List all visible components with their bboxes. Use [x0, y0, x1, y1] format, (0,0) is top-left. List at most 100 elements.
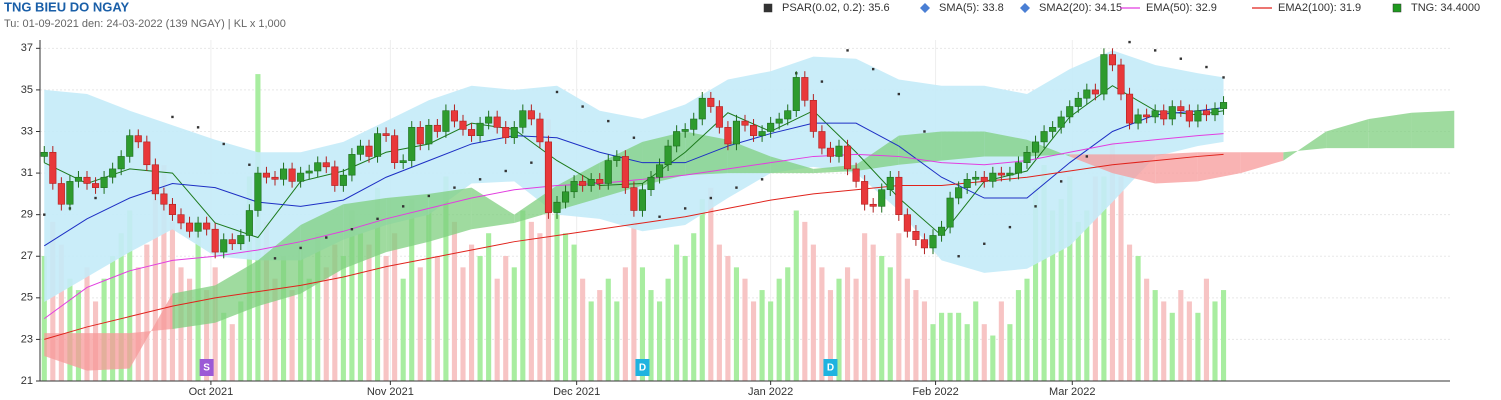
volume-bar [759, 290, 765, 381]
candle-body [373, 133, 382, 157]
candle-body [655, 164, 664, 178]
volume-bar [1195, 312, 1201, 381]
psar-dot [632, 136, 636, 139]
legend-marker [763, 3, 773, 13]
volume-bar [443, 176, 449, 381]
volume-bar [956, 312, 962, 381]
psar-dot [607, 119, 610, 123]
candle-body [228, 239, 236, 245]
candle-body [40, 151, 48, 157]
volume-bar [238, 301, 244, 381]
psar-dot [897, 92, 901, 96]
psar-dot [325, 236, 328, 239]
volume-bar [332, 244, 338, 381]
cloud-segment [257, 225, 301, 307]
candle-body [134, 135, 142, 143]
volume-bar [1161, 301, 1167, 381]
candle-body [331, 166, 339, 186]
candle-body [963, 179, 971, 188]
candle-body [49, 151, 57, 184]
psar-dot [846, 49, 849, 52]
volume-bar [272, 278, 278, 381]
volume-bar [1024, 278, 1030, 381]
volume-bar [468, 244, 475, 381]
volume-bar [913, 290, 919, 381]
y-tick-label: 37 [21, 42, 33, 54]
psar-dot [983, 242, 986, 245]
psar-dot [1034, 205, 1037, 208]
signal-badge [635, 359, 650, 376]
candle-body [715, 106, 723, 128]
volume-bar [349, 210, 355, 381]
volume-bar [528, 221, 534, 381]
volume-bar [1144, 278, 1150, 381]
volume-bar [716, 244, 722, 381]
volume-bar [1007, 324, 1013, 381]
candle-body [485, 116, 493, 124]
candle-body [553, 201, 561, 213]
volume-bar [631, 221, 637, 381]
candle-body [570, 181, 578, 193]
candle-body [946, 197, 954, 228]
volume-bar [1058, 199, 1064, 381]
candle-body [476, 122, 484, 136]
candle-body [1023, 151, 1031, 163]
volume-bar [118, 233, 124, 381]
candle-body [1143, 114, 1151, 118]
signal-label: D [827, 363, 834, 374]
legend-marker [920, 3, 930, 13]
volume-bar [477, 255, 483, 381]
candle-body [1049, 127, 1057, 132]
volume-bar [571, 244, 577, 381]
x-tick-label: Dec 2021 [553, 386, 600, 398]
psar-dot [683, 207, 687, 210]
candle-body [724, 127, 732, 145]
candle-body [1151, 110, 1159, 118]
volume-bar [682, 255, 688, 381]
candle-body [613, 156, 621, 161]
volume-bar [699, 199, 705, 381]
psar-dot [299, 246, 302, 250]
psar-dot [171, 115, 174, 119]
candle-body [348, 154, 356, 176]
volume-bar [870, 244, 876, 381]
volume-bar [494, 278, 500, 381]
volume-bar [768, 301, 774, 381]
candle-body [955, 187, 963, 199]
volume-bar [1135, 255, 1141, 381]
y-tick-label: 31 [21, 167, 33, 179]
candle-body [185, 222, 194, 232]
candle-body [1066, 106, 1074, 118]
psar-dot [1222, 76, 1225, 79]
volume-bar [648, 290, 654, 381]
candle-body [279, 168, 288, 180]
candle-body [758, 131, 766, 136]
cloud-segment [1283, 131, 1327, 161]
volume-bar [1067, 176, 1073, 381]
volume-bar [1075, 221, 1081, 381]
volume-bar [938, 312, 945, 381]
y-tick-label: 33 [21, 125, 33, 137]
candle-body [339, 174, 347, 186]
psar-dot [376, 217, 379, 221]
cloud-segment [1155, 152, 1198, 184]
volume-bar [1101, 176, 1107, 381]
psar-dot [350, 228, 354, 231]
candle-body [732, 120, 741, 145]
volume-bar [998, 301, 1004, 381]
x-tick-label: Mar 2022 [1049, 386, 1095, 398]
volume-bar [802, 221, 808, 381]
candle-body [177, 214, 185, 224]
signal-label: S [203, 363, 210, 374]
candle-body [989, 172, 997, 182]
candle-body [579, 181, 587, 186]
candle-body [314, 162, 322, 172]
volume-bar [186, 278, 193, 381]
candle-body [673, 131, 681, 147]
candle-body [245, 210, 253, 236]
volume-bar [742, 278, 748, 381]
volume-bar [135, 267, 141, 381]
volume-bar [323, 267, 329, 381]
volume-bar [1118, 176, 1124, 381]
volume-bar [879, 255, 885, 381]
